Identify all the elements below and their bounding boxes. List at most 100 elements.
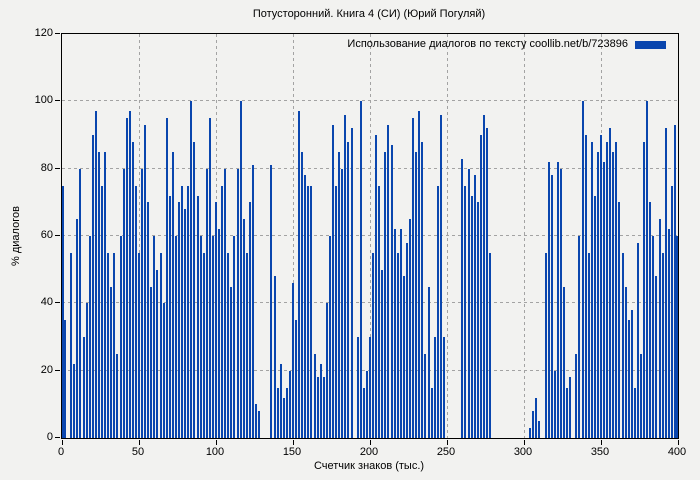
bar [612,151,615,438]
bar [603,161,606,438]
bar [187,185,190,438]
bar [301,151,304,438]
bar [606,141,609,438]
bar [316,377,319,438]
bar [609,128,612,438]
bar [150,286,153,438]
bar [578,236,581,438]
legend-label: Использование диалогов по тексту coollib… [347,38,628,50]
bar [79,168,82,438]
bar [215,202,217,438]
bar [165,118,168,438]
bar [131,141,134,438]
bar [421,141,424,438]
y-tick-label: 60 [40,229,53,241]
bar [430,387,433,438]
bar [436,185,439,438]
bar [288,370,291,438]
bar [205,168,208,438]
bar [538,421,541,438]
bar [369,337,371,438]
bar [107,252,110,438]
bar [62,185,64,438]
bar [646,101,649,438]
bar [255,404,258,438]
bar [600,135,602,438]
bar [298,111,301,438]
y-axis-tick [55,235,60,236]
bar [581,101,584,438]
bar [73,363,76,438]
bar [559,168,562,438]
bar [532,411,535,438]
x-tick-label: 400 [667,446,687,458]
bar [464,185,467,438]
bar [661,252,664,438]
bar [279,363,282,438]
legend-swatch [635,40,666,49]
y-tick-label: 40 [40,296,53,309]
x-axis-tick [62,440,63,445]
x-axis-tick [601,440,602,445]
bar [442,337,445,438]
bar [664,128,667,438]
bar [470,195,473,438]
bar [584,135,587,438]
bar [270,165,273,438]
bar [476,202,479,438]
bar [218,229,221,438]
bar [276,387,279,438]
bar [433,337,436,438]
bar [575,353,578,438]
bar [593,195,596,438]
bar [64,320,67,438]
bar [618,202,621,438]
bar [402,276,405,438]
bar [587,252,590,438]
gridline-vertical [139,34,140,438]
bar [153,236,156,438]
bar [378,185,381,438]
bar [116,353,119,438]
bar [141,168,144,438]
bar [359,101,362,438]
bar [273,276,276,438]
x-tick-label: 200 [359,446,379,458]
bar [181,185,184,438]
bar [251,165,254,438]
bar [489,252,492,438]
bar [156,269,159,438]
bar [171,151,174,438]
bar [224,168,227,438]
bar [313,353,316,438]
bar [553,370,556,438]
bar [393,229,396,438]
bar [347,141,350,438]
bar [319,363,322,438]
bar [125,118,128,438]
bar [193,141,196,438]
bar [159,252,162,438]
y-axis-label: % диалогов [10,206,22,266]
bar [122,168,125,438]
bar [190,101,193,438]
bar [396,252,399,438]
bar [304,175,307,438]
bar [325,303,328,438]
bar [91,135,94,438]
bar [211,236,214,438]
bar [415,151,418,438]
bar [658,219,661,438]
bar [670,185,673,438]
bar [636,242,639,438]
bar [547,161,550,438]
bar [655,276,658,438]
bar [566,387,569,438]
y-axis-tick [55,369,60,371]
y-tick-label: 100 [34,94,53,107]
bar [649,202,652,438]
bar [356,337,359,438]
bar [168,195,171,438]
bar [350,128,353,438]
bar [236,168,239,438]
